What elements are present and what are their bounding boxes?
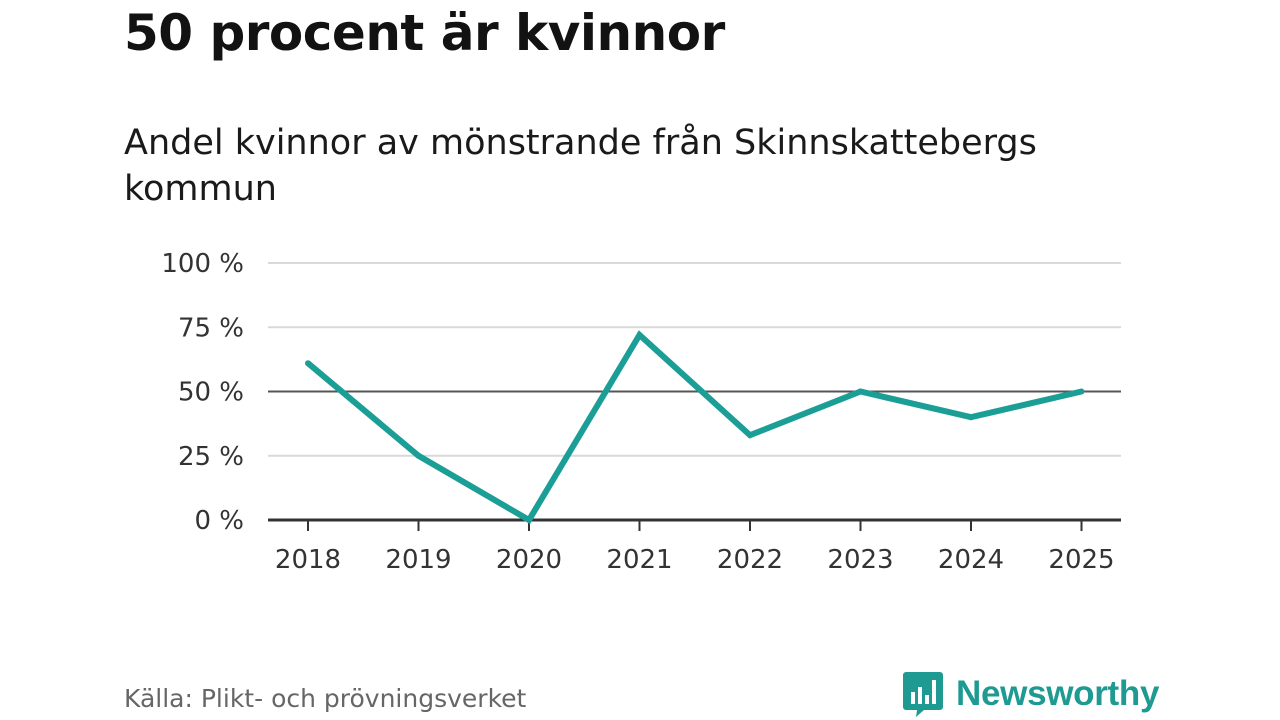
data-point [1078,388,1085,395]
data-point [636,331,643,338]
chart-title: 50 procent är kvinnor [124,4,725,62]
data-point [415,452,422,459]
y-tick-label: 100 % [161,249,244,279]
data-point [857,388,864,395]
x-tick-label: 2020 [496,545,562,575]
x-tick-label: 2019 [385,545,451,575]
brand-name: Newsworthy [956,674,1160,713]
x-tick-label: 2023 [827,545,893,575]
data-point [526,517,532,523]
source-note: Källa: Plikt- och prövningsverket [124,684,527,713]
x-tick-label: 2022 [717,545,783,575]
y-tick-label: 75 % [178,313,244,343]
series-line [306,330,1083,525]
y-tick-label: 50 % [178,378,244,408]
x-tick-label: 2021 [606,545,672,575]
x-tick-label: 2024 [938,545,1004,575]
data-point [305,360,311,367]
y-tick-label: 25 % [178,442,244,472]
y-tick-label: 0 % [194,506,244,536]
x-tick-label: 2018 [275,545,341,575]
data-point [968,414,974,421]
newsworthy-logo: Newsworthy [902,670,1159,718]
bar-chart-speech-bubble-icon [903,672,943,717]
x-tick-label: 2025 [1048,545,1114,575]
chart-subtitle: Andel kvinnor av mönstrande från Skinnsk… [124,123,1037,209]
data-point [747,432,753,439]
